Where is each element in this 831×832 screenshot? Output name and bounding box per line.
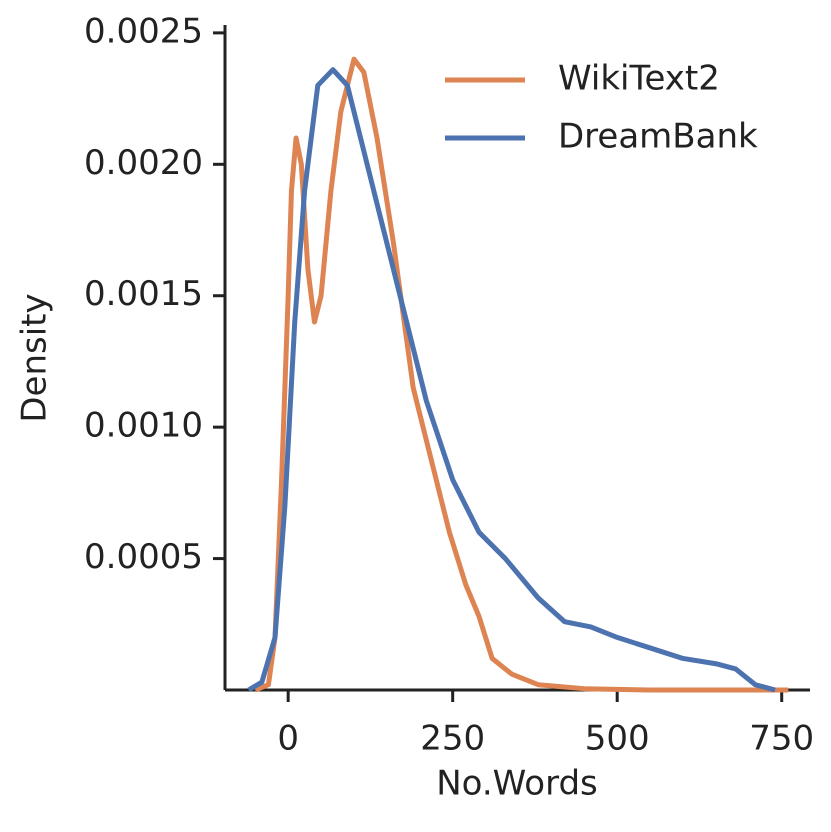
y-axis-label: Density	[15, 293, 55, 422]
y-tick-label: 0.0015	[84, 274, 203, 314]
legend-label: WikiText2	[558, 59, 720, 99]
x-tick-label: 250	[420, 719, 485, 759]
line	[247, 67, 776, 693]
x-tick-label: 500	[585, 719, 650, 759]
legend-label: DreamBank	[558, 117, 758, 157]
y-tick-label: 0.0005	[84, 537, 203, 577]
line	[254, 56, 789, 693]
x-tick-label: 0	[277, 719, 299, 759]
y-tick-label: 0.0025	[84, 11, 203, 51]
x-axis-label: No.Words	[436, 764, 598, 804]
y-tick-label: 0.0010	[84, 406, 203, 446]
x-tick-label: 750	[749, 719, 814, 759]
y-tick-label: 0.0020	[84, 143, 203, 183]
